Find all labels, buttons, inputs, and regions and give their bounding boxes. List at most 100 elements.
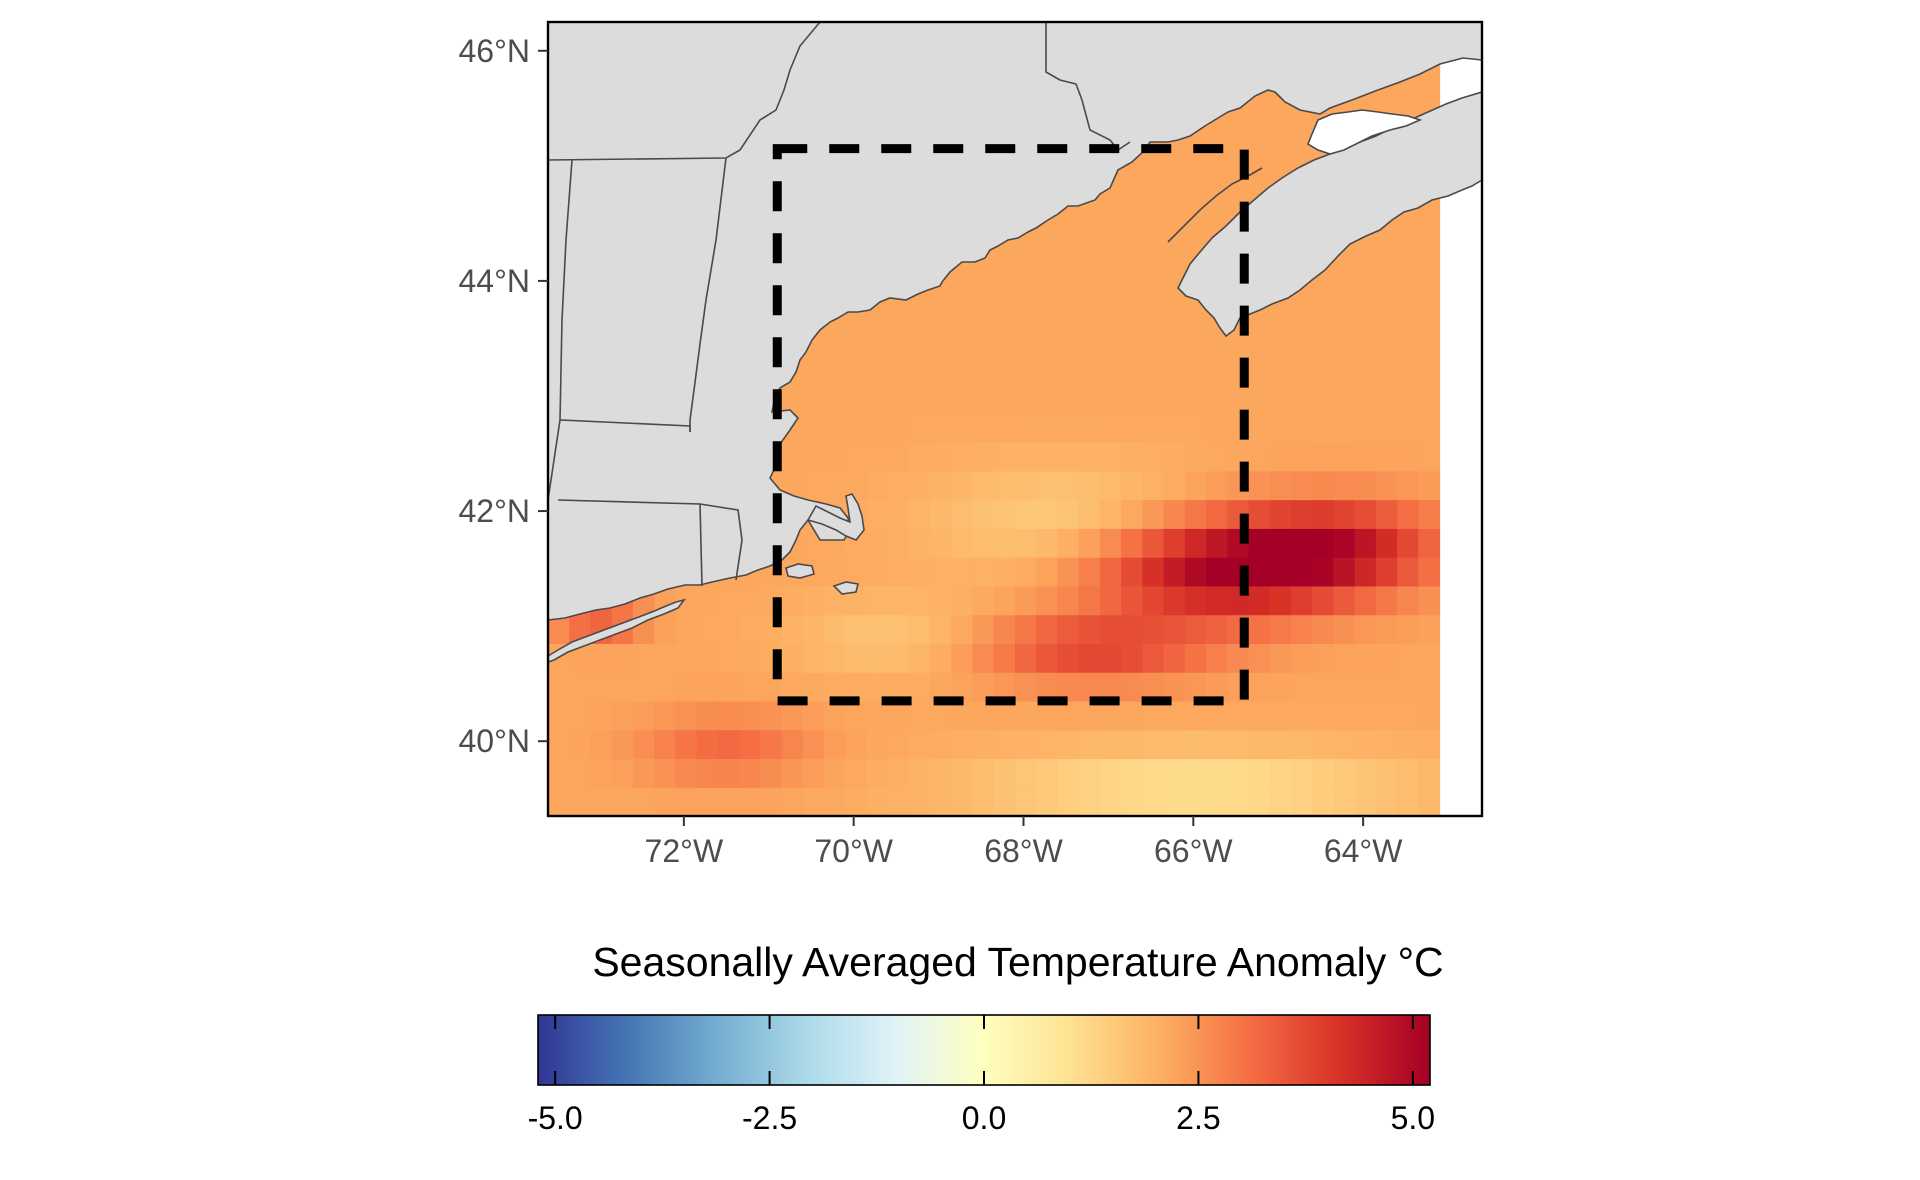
anomaly-cell: [1397, 470, 1419, 501]
anomaly-cell: [866, 758, 889, 788]
anomaly-cell: [866, 585, 889, 616]
anomaly-cell: [1015, 384, 1037, 414]
anomaly-cell: [1290, 298, 1313, 328]
anomaly-cell: [1354, 499, 1377, 529]
anomaly-cell: [1163, 700, 1186, 731]
anomaly-cell: [1184, 470, 1207, 501]
anomaly-cell: [1142, 211, 1165, 242]
anomaly-cell: [1015, 614, 1037, 644]
anomaly-cell: [908, 442, 931, 472]
anomaly-cell: [1206, 643, 1228, 673]
anomaly-cell: [1163, 413, 1186, 443]
anomaly-cell: [1354, 240, 1377, 271]
anomaly-cell: [1333, 355, 1356, 386]
anomaly-cell: [1163, 154, 1186, 184]
anomaly-cell: [1057, 643, 1080, 673]
anomaly-cell: [930, 298, 952, 328]
anomaly-cell: [1206, 700, 1228, 731]
anomaly-cell: [887, 729, 910, 760]
anomaly-cell: [1269, 557, 1292, 587]
anomaly-cell: [972, 557, 995, 587]
anomaly-cell: [1312, 470, 1335, 501]
anomaly-cell: [1290, 326, 1313, 357]
anomaly-cell: [1099, 758, 1122, 788]
anomaly-cell: [1142, 643, 1165, 673]
anomaly-cell: [696, 787, 719, 816]
anomaly-cell: [675, 672, 698, 702]
anomaly-cell: [1206, 470, 1228, 501]
anomaly-cell: [1121, 700, 1143, 731]
anomaly-cell: [993, 614, 1016, 644]
anomaly-cell: [1121, 643, 1143, 673]
anomaly-cell: [781, 442, 804, 472]
anomaly-cell: [696, 585, 719, 616]
anomaly-cell: [802, 355, 825, 386]
anomaly-cell: [1397, 557, 1419, 587]
anomaly-cell: [717, 614, 740, 644]
anomaly-cell: [1015, 643, 1037, 673]
anomaly-cell: [696, 672, 719, 702]
anomaly-cell: [972, 614, 995, 644]
anomaly-cell: [1418, 729, 1441, 760]
anomaly-cell: [1206, 499, 1228, 529]
anomaly-cell: [1333, 413, 1356, 443]
anomaly-cell: [1142, 528, 1165, 558]
anomaly-cell: [845, 758, 868, 788]
anomaly-cell: [1354, 557, 1377, 587]
anomaly-cell: [548, 700, 570, 731]
anomaly-cell: [845, 326, 868, 357]
anomaly-cell: [908, 700, 931, 731]
anomaly-cell: [569, 643, 592, 673]
anomaly-cell: [1036, 326, 1059, 357]
anomaly-cell: [1269, 499, 1292, 529]
anomaly-cell: [569, 672, 592, 702]
anomaly-cell: [845, 557, 868, 587]
anomaly-cell: [1121, 585, 1143, 616]
anomaly-cell: [993, 499, 1016, 529]
anomaly-cell: [1290, 499, 1313, 529]
anomaly-cell: [1057, 614, 1080, 644]
anomaly-cell: [760, 700, 783, 731]
anomaly-cell: [1227, 729, 1250, 760]
anomaly-cell: [1290, 413, 1313, 443]
state-borders: [548, 22, 1131, 587]
anomaly-cell: [1057, 499, 1080, 529]
anomaly-cell: [1142, 672, 1165, 702]
anomaly-cell: [1418, 211, 1441, 242]
anomaly-cell: [717, 729, 740, 760]
anomaly-cell: [993, 643, 1016, 673]
anomaly-cell: [1290, 672, 1313, 702]
anomaly-cell: [1290, 470, 1313, 501]
anomaly-cell: [717, 700, 740, 731]
anomaly-cell: [887, 470, 910, 501]
anomaly-cell: [696, 614, 719, 644]
anomaly-cell: [1057, 470, 1080, 501]
anomaly-cell: [1099, 298, 1122, 328]
anomaly-cell: [611, 643, 634, 673]
anomaly-cell: [1375, 413, 1398, 443]
anomaly-cell: [590, 700, 613, 731]
anomaly-cell: [802, 442, 825, 472]
anomaly-cell: [1121, 240, 1143, 271]
anomaly-cell: [1248, 125, 1271, 155]
anomaly-cell: [972, 729, 995, 760]
anomaly-cell: [823, 557, 846, 587]
anomaly-cell: [1269, 672, 1292, 702]
anomaly-cell: [1184, 355, 1207, 386]
cape-cod: [806, 493, 865, 541]
anomaly-cell: [1290, 787, 1313, 816]
anomaly-cell: [1057, 298, 1080, 328]
anomaly-cell: [1015, 585, 1037, 616]
anomaly-cell: [845, 614, 868, 644]
anomaly-cell: [1015, 470, 1037, 501]
anomaly-cell: [1036, 269, 1059, 299]
anomaly-cell: [1418, 614, 1441, 644]
anomaly-cell: [1121, 269, 1143, 299]
nantucket: [832, 581, 859, 595]
anomaly-cell: [887, 528, 910, 558]
anomaly-cell: [908, 413, 931, 443]
lon-tick-label: 64°W: [1324, 833, 1403, 869]
anomaly-cell: [887, 413, 910, 443]
anomaly-cell: [1418, 355, 1441, 386]
anomaly-cell: [1078, 499, 1101, 529]
